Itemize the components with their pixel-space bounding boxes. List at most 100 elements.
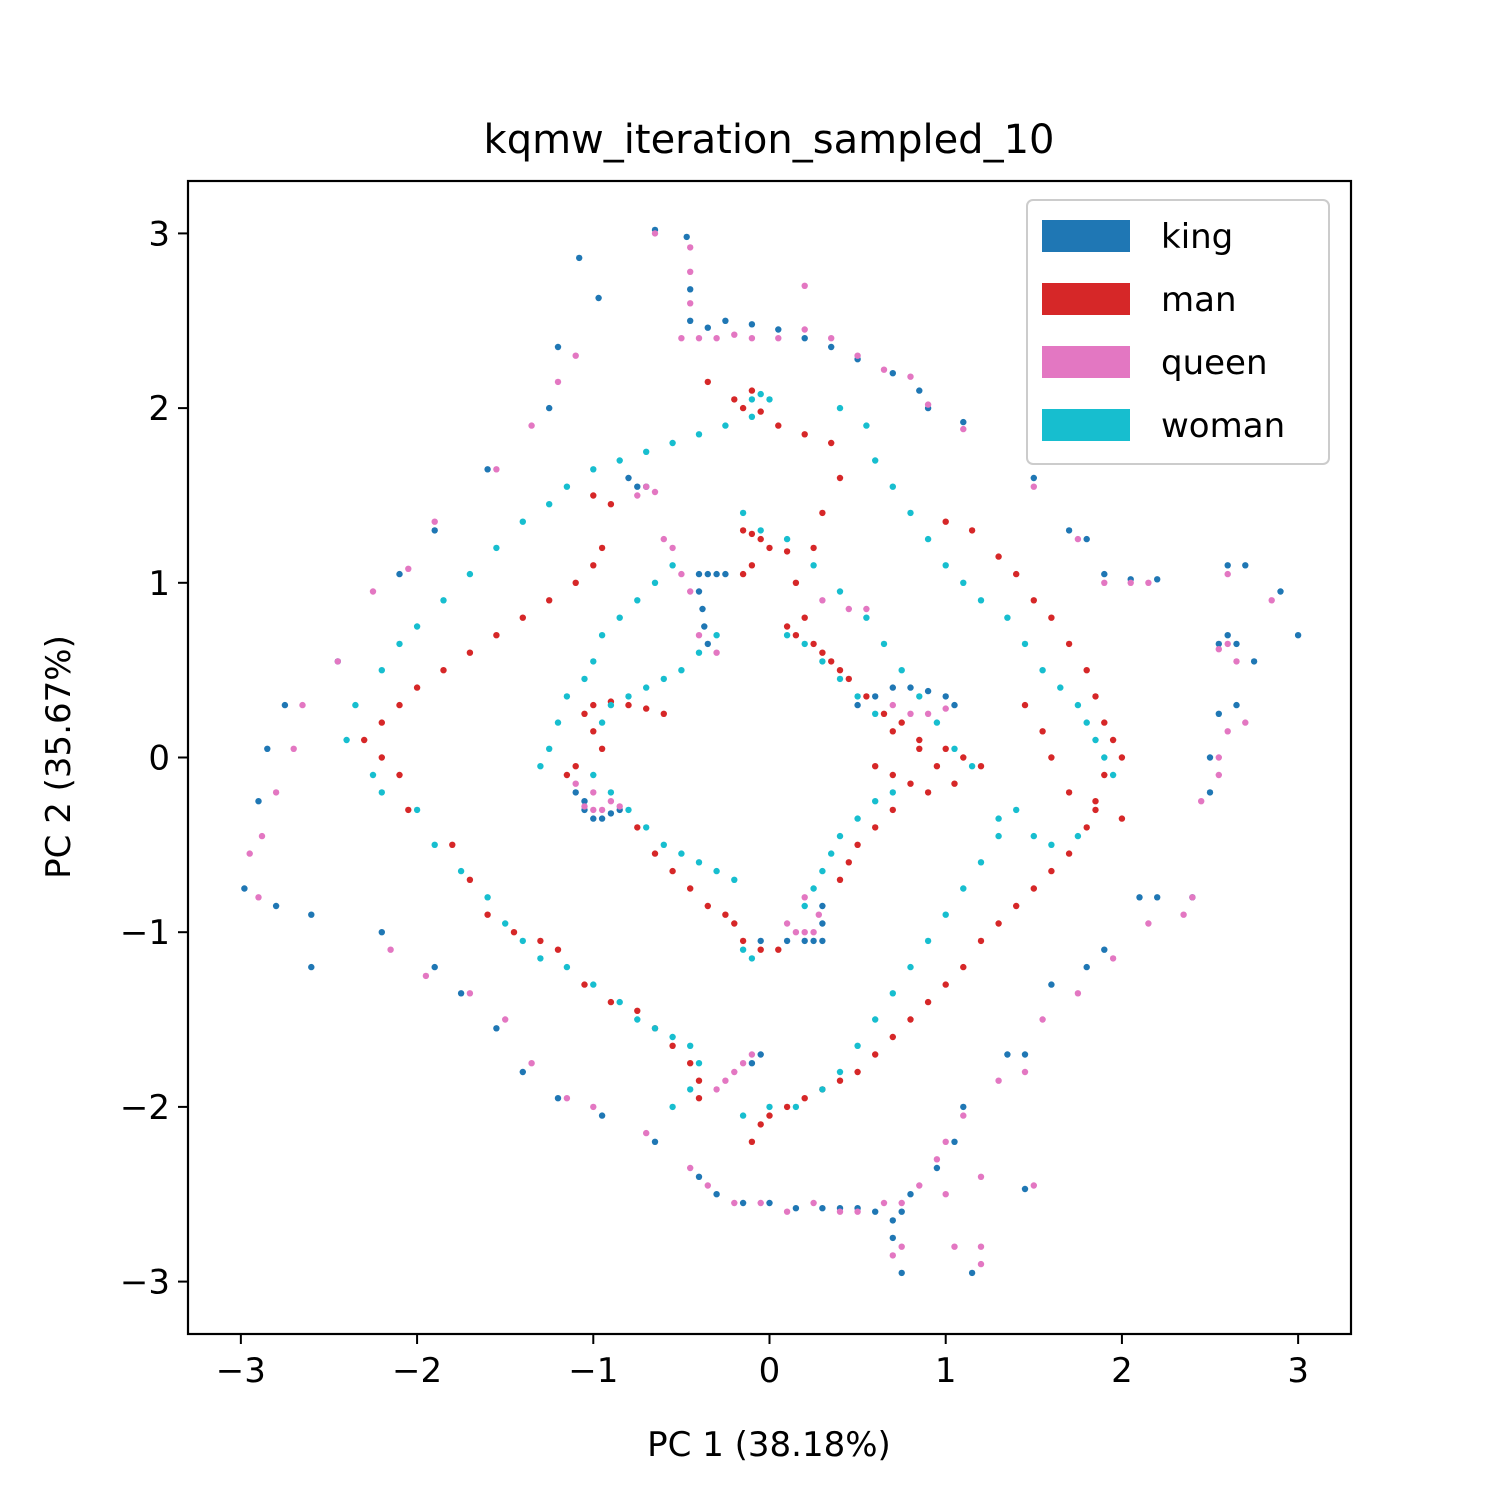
point-man-116 <box>766 1112 773 1119</box>
point-man-102 <box>1013 902 1020 910</box>
x-tick-label: −3 <box>216 1351 266 1391</box>
point-man-87 <box>1013 570 1020 578</box>
point-queen-32 <box>634 492 641 499</box>
point-queen-7 <box>731 331 738 338</box>
point-man-82 <box>845 859 852 866</box>
point-king-3 <box>595 294 602 302</box>
point-queen-100 <box>563 1095 571 1102</box>
point-king-35 <box>713 570 720 578</box>
point-king-93 <box>889 1217 896 1224</box>
point-king-64 <box>1083 535 1090 543</box>
x-tick-label: −1 <box>568 1351 618 1391</box>
point-woman-126 <box>669 1103 676 1111</box>
point-queen-51 <box>607 798 615 805</box>
point-woman-93 <box>810 885 817 892</box>
point-man-132 <box>695 1095 703 1102</box>
point-man-66 <box>898 719 905 726</box>
point-woman-103 <box>872 1016 879 1023</box>
point-king-68 <box>1224 562 1231 569</box>
point-queen-56 <box>801 929 808 936</box>
point-woman-132 <box>748 955 756 962</box>
point-man-91 <box>1083 667 1090 674</box>
point-king-57 <box>819 937 826 945</box>
point-man-43 <box>660 710 667 717</box>
point-king-104 <box>598 1112 606 1119</box>
point-queen-41 <box>819 597 826 604</box>
point-king-16 <box>960 418 967 426</box>
point-queen-55 <box>792 929 800 936</box>
point-king-84 <box>1083 963 1090 971</box>
point-woman-22 <box>378 789 385 796</box>
point-man-41 <box>625 701 632 709</box>
point-queen-114 <box>748 1051 756 1058</box>
point-queen-23 <box>405 565 412 572</box>
point-man-92 <box>1092 693 1099 700</box>
point-queen-40 <box>713 649 720 656</box>
point-king-11 <box>828 343 835 351</box>
point-king-74 <box>1277 588 1284 595</box>
point-queen-95 <box>731 1199 738 1207</box>
point-man-120 <box>466 876 474 883</box>
point-king-114 <box>898 1269 905 1277</box>
point-king-43 <box>924 687 932 695</box>
point-woman-9 <box>590 466 597 473</box>
point-woman-58 <box>590 658 597 665</box>
point-king-40 <box>704 640 711 648</box>
point-queen-107 <box>898 1243 905 1250</box>
point-woman-69 <box>625 693 632 700</box>
point-woman-82 <box>801 640 808 648</box>
point-man-46 <box>598 745 606 752</box>
point-woman-53 <box>669 562 676 569</box>
point-man-14 <box>836 667 844 674</box>
point-queen-19 <box>554 378 562 386</box>
point-woman-80 <box>731 876 738 883</box>
point-king-87 <box>1004 1051 1011 1058</box>
point-man-81 <box>854 841 861 848</box>
point-king-65 <box>1101 570 1108 578</box>
point-man-53 <box>704 902 711 910</box>
point-woman-41 <box>739 509 747 517</box>
point-man-10 <box>810 544 817 552</box>
point-king-108 <box>457 990 465 997</box>
point-man-98 <box>1083 824 1090 831</box>
point-man-68 <box>942 745 949 752</box>
point-man-59 <box>783 623 791 630</box>
point-queen-110 <box>951 1243 958 1250</box>
point-woman-115 <box>519 937 526 945</box>
point-king-99 <box>766 1199 773 1207</box>
point-queen-79 <box>1109 955 1117 962</box>
point-woman-47 <box>880 640 888 648</box>
point-king-82 <box>1136 894 1143 901</box>
point-woman-54 <box>651 579 659 586</box>
point-woman-70 <box>607 701 615 709</box>
point-queen-116 <box>731 1068 738 1076</box>
point-king-51 <box>607 810 615 817</box>
point-king-2 <box>576 254 583 262</box>
point-woman-26 <box>889 483 896 490</box>
point-queen-97 <box>687 1164 694 1172</box>
point-king-83 <box>1101 946 1108 953</box>
point-woman-40 <box>1109 771 1117 779</box>
point-queen-93 <box>783 1208 791 1215</box>
point-woman-96 <box>995 832 1002 840</box>
point-king-101 <box>713 1191 720 1198</box>
point-queen-9 <box>775 335 782 342</box>
point-queen-108 <box>977 1260 985 1268</box>
point-queen-20 <box>528 422 535 429</box>
point-king-115 <box>889 1234 896 1242</box>
point-queen-2 <box>687 268 694 275</box>
point-king-81 <box>1154 894 1161 901</box>
point-queen-73 <box>1215 754 1223 761</box>
point-queen-15 <box>924 401 932 408</box>
point-queen-71 <box>1242 719 1249 726</box>
point-woman-121 <box>651 1025 659 1032</box>
point-king-19 <box>484 466 491 473</box>
point-woman-78 <box>695 859 703 866</box>
point-king-103 <box>651 1138 659 1146</box>
legend-swatch-king <box>1042 220 1130 252</box>
point-king-7 <box>722 317 729 324</box>
x-axis-ticks: −3 −2 −1 0 1 2 3 <box>216 1334 1309 1391</box>
point-man-77 <box>907 780 914 787</box>
point-woman-10 <box>563 483 571 490</box>
point-man-133 <box>1118 815 1126 822</box>
